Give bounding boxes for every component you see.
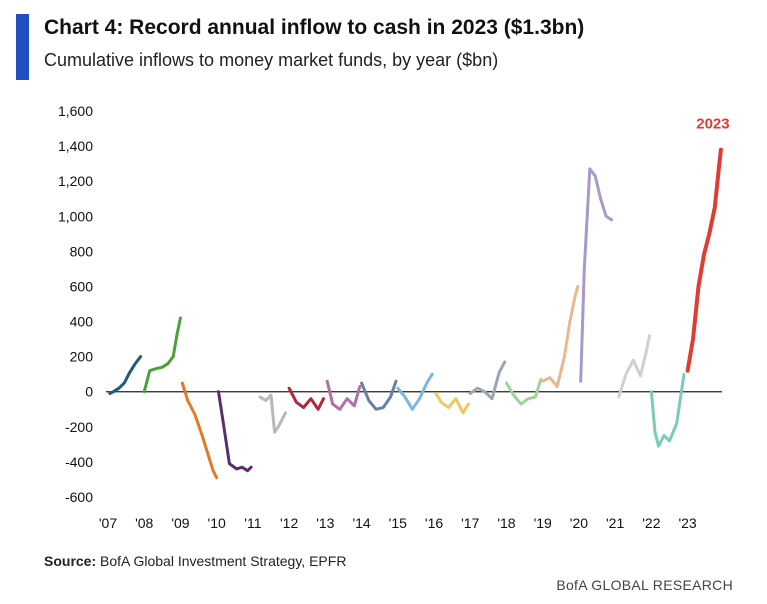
y-tick-label: -400 xyxy=(65,454,93,470)
annotation-2023-label: 2023 xyxy=(696,116,729,133)
series-line-2016 xyxy=(434,392,470,415)
x-tick-label: '15 xyxy=(389,515,407,531)
source-note: Source: BofA Global Investment Strategy,… xyxy=(44,553,346,569)
x-tick-label: '14 xyxy=(352,515,370,531)
annotations: 2023 xyxy=(696,116,729,133)
source-label: Source: xyxy=(44,553,97,569)
x-tick-label: '08 xyxy=(135,515,153,531)
series-line-2019 xyxy=(541,285,580,388)
series-line-2022 xyxy=(649,372,686,448)
brand-footer: BofA GLOBAL RESEARCH xyxy=(556,577,733,593)
x-tick-label: '20 xyxy=(570,515,588,531)
y-tick-label: 600 xyxy=(70,278,94,294)
x-tick-label: '18 xyxy=(497,515,515,531)
series-group xyxy=(108,147,723,480)
series-line-2011 xyxy=(258,393,287,434)
y-axis: 1,600 1,400 1,200 1,000 800 600 400 200 0 -200 -40… xyxy=(58,103,93,505)
chart-title: Chart 4: Record annual inflow to cash in… xyxy=(44,16,585,39)
y-tick-label: 1,600 xyxy=(58,103,93,119)
x-tick-label: '09 xyxy=(171,515,189,531)
x-tick-label: '16 xyxy=(425,515,443,531)
y-tick-label: 1,000 xyxy=(58,208,93,224)
series-line-2020 xyxy=(579,167,613,383)
y-tick-label: 1,200 xyxy=(58,173,93,189)
x-tick-label: '11 xyxy=(244,515,261,531)
y-tick-label: 0 xyxy=(85,384,93,400)
x-tick-label: '23 xyxy=(678,515,696,531)
x-tick-label: '21 xyxy=(606,515,624,531)
series-line-2014 xyxy=(360,379,398,411)
x-tick-label: '13 xyxy=(316,515,334,531)
series-line-2008 xyxy=(142,316,182,394)
series-line-2017 xyxy=(468,360,507,401)
series-line-2009 xyxy=(180,381,219,480)
series-line-2013 xyxy=(325,379,362,411)
series-line-2015 xyxy=(396,372,434,411)
y-tick-label: -600 xyxy=(65,489,93,505)
source-text: BofA Global Investment Strategy, EPFR xyxy=(100,553,347,569)
x-axis: '07 '08 '09 '10 '11 '12 '13 '14 '15 '16 '17 '18 '19 '… xyxy=(99,515,697,531)
y-tick-label: 800 xyxy=(70,243,94,259)
series-line-2023 xyxy=(685,147,723,373)
series-line-2007 xyxy=(108,355,143,395)
x-tick-label: '10 xyxy=(208,515,226,531)
x-tick-label: '12 xyxy=(280,515,298,531)
y-tick-label: 400 xyxy=(70,314,94,330)
y-tick-label: -200 xyxy=(65,419,93,435)
x-tick-label: '07 xyxy=(99,515,117,531)
series-line-2010 xyxy=(217,390,253,473)
chart-subtitle: Cumulative inflows to money market funds… xyxy=(44,50,499,70)
title-accent-bar xyxy=(16,14,29,80)
series-line-2012 xyxy=(287,386,325,411)
series-line-2018 xyxy=(505,377,543,406)
y-tick-label: 200 xyxy=(70,349,94,365)
series-line-2021 xyxy=(617,334,652,399)
x-tick-label: '19 xyxy=(534,515,552,531)
x-tick-label: '22 xyxy=(642,515,660,531)
x-tick-label: '17 xyxy=(461,515,479,531)
y-tick-label: 1,400 xyxy=(58,138,93,154)
